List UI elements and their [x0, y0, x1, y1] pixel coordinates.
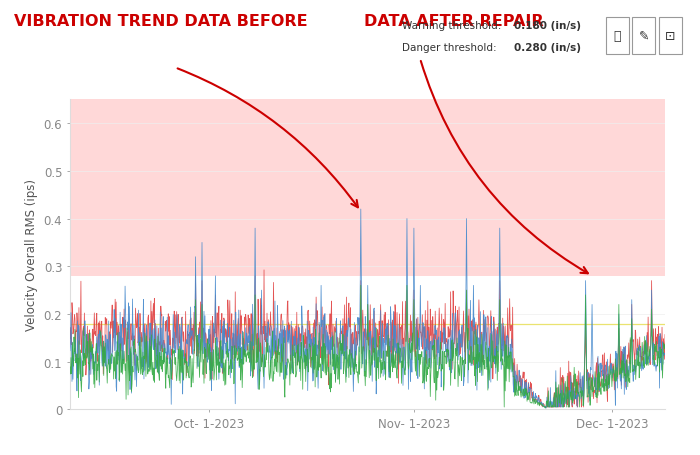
Text: ⊡: ⊡	[665, 30, 676, 43]
Text: DATA AFTER REPAIR: DATA AFTER REPAIR	[364, 14, 544, 29]
Text: ✎: ✎	[638, 30, 649, 43]
Text: VIBRATION TREND DATA BEFORE: VIBRATION TREND DATA BEFORE	[14, 14, 307, 29]
Text: 0.280 (in/s): 0.280 (in/s)	[514, 43, 582, 53]
Bar	[70, 100, 665, 276]
Text: 0.180 (in/s): 0.180 (in/s)	[514, 20, 582, 30]
Y-axis label: Velocity Overall RMS (ips): Velocity Overall RMS (ips)	[25, 179, 38, 331]
Text: Warning threshold:: Warning threshold:	[402, 20, 505, 30]
Text: Danger threshold:: Danger threshold:	[402, 43, 500, 53]
Text: ⌕: ⌕	[613, 30, 621, 43]
